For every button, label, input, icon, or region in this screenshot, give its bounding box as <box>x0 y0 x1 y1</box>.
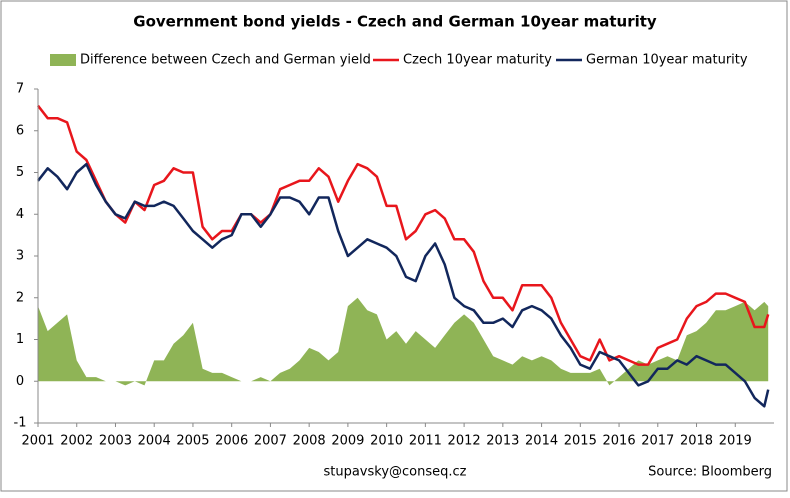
chart-title: Government bond yields - Czech and Germa… <box>133 13 657 31</box>
y-tick-label: 0 <box>16 374 24 389</box>
x-tick-label: 2008 <box>293 434 326 449</box>
line <box>37 162 770 408</box>
x-tick-label: 2003 <box>99 434 132 449</box>
x-tick-label: 2009 <box>331 434 364 449</box>
y-tick-label: 4 <box>16 207 24 222</box>
x-tick-label: 2013 <box>486 434 519 449</box>
legend-label: Czech 10year maturity <box>403 53 552 68</box>
x-tick-label: 2007 <box>254 434 287 449</box>
footer: stupavsky@conseq.cz <box>323 465 466 480</box>
x-tick-label: 2017 <box>641 434 674 449</box>
legend-swatch <box>50 54 76 66</box>
x-tick-label: 2019 <box>719 434 752 449</box>
x-tick-label: 2006 <box>215 434 248 449</box>
x-tick-label: 2015 <box>564 434 597 449</box>
y-tick-label: -1 <box>14 416 27 431</box>
x-tick-label: 2005 <box>176 434 209 449</box>
x-tick-label: 2016 <box>603 434 636 449</box>
x-tick-label: 2012 <box>448 434 481 449</box>
y-tick-label: 2 <box>16 290 24 305</box>
x-tick-label: 2018 <box>680 434 713 449</box>
x-tick-label: 2011 <box>409 434 442 449</box>
y-tick-label: 5 <box>16 165 24 180</box>
legend-label: German 10year maturity <box>586 53 748 68</box>
x-tick-label: 2004 <box>138 434 171 449</box>
x-tick-label: 2001 <box>21 434 54 449</box>
x-tick-label: 2010 <box>370 434 403 449</box>
y-tick-label: 7 <box>16 82 24 97</box>
y-tick-label: 6 <box>16 123 24 138</box>
x-tick-label: 2002 <box>60 434 93 449</box>
y-tick-label: 1 <box>16 332 24 347</box>
line <box>37 104 770 366</box>
area <box>38 297 769 386</box>
source: Source: Bloomberg <box>648 465 772 480</box>
x-tick-label: 2014 <box>525 434 558 449</box>
legend-label: Difference between Czech and German yiel… <box>80 53 371 68</box>
y-tick-label: 3 <box>16 249 24 264</box>
